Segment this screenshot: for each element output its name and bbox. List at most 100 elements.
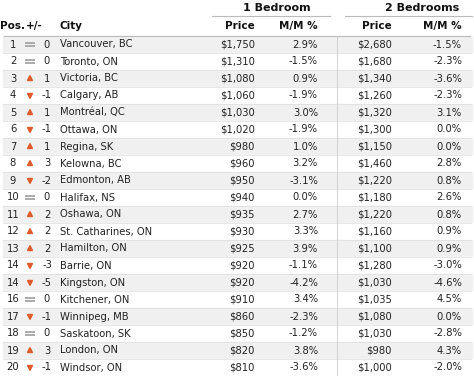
Text: 18: 18 (7, 329, 19, 338)
Text: 4.3%: 4.3% (437, 346, 462, 355)
Text: -3.1%: -3.1% (289, 176, 318, 185)
Text: 3: 3 (10, 73, 16, 83)
Text: M/M %: M/M % (423, 21, 462, 31)
Text: 14: 14 (7, 261, 19, 270)
Text: M/M %: M/M % (279, 21, 318, 31)
Text: 10: 10 (7, 193, 19, 203)
Text: Price: Price (225, 21, 255, 31)
Text: 3.2%: 3.2% (293, 159, 318, 168)
Polygon shape (27, 280, 33, 285)
Text: Kitchener, ON: Kitchener, ON (60, 294, 129, 305)
Text: St. Catharines, ON: St. Catharines, ON (60, 226, 152, 237)
Bar (3, 36, 472, 53)
Polygon shape (27, 179, 33, 183)
Text: Windsor, ON: Windsor, ON (60, 362, 122, 373)
Text: $1,340: $1,340 (357, 73, 392, 83)
Polygon shape (27, 314, 33, 320)
Text: 3.4%: 3.4% (293, 294, 318, 305)
Text: $1,035: $1,035 (357, 294, 392, 305)
Text: 0.0%: 0.0% (437, 141, 462, 152)
Text: -3.6%: -3.6% (433, 73, 462, 83)
Text: $1,300: $1,300 (357, 124, 392, 135)
Text: 0.0%: 0.0% (437, 124, 462, 135)
Text: 0.8%: 0.8% (437, 176, 462, 185)
Text: Ottawa, ON: Ottawa, ON (60, 124, 118, 135)
Text: $1,030: $1,030 (220, 108, 255, 117)
Text: 3.9%: 3.9% (293, 244, 318, 253)
Text: 16: 16 (7, 294, 19, 305)
Text: Kelowna, BC: Kelowna, BC (60, 159, 121, 168)
Text: 2.8%: 2.8% (437, 159, 462, 168)
Text: -1.9%: -1.9% (289, 91, 318, 100)
Text: $950: $950 (229, 176, 255, 185)
Bar (3, 121, 472, 138)
Text: 0: 0 (44, 329, 50, 338)
Bar (3, 308, 472, 325)
Text: 2.7%: 2.7% (292, 209, 318, 220)
Text: $1,320: $1,320 (357, 108, 392, 117)
Bar (3, 342, 472, 359)
Text: $1,150: $1,150 (357, 141, 392, 152)
Polygon shape (27, 144, 33, 149)
Text: Saskatoon, SK: Saskatoon, SK (60, 329, 131, 338)
Text: 1: 1 (10, 39, 16, 50)
Text: 2: 2 (44, 209, 50, 220)
Text: 6: 6 (10, 124, 16, 135)
Text: $2,680: $2,680 (357, 39, 392, 50)
Text: Hamilton, ON: Hamilton, ON (60, 244, 127, 253)
Text: $1,220: $1,220 (357, 209, 392, 220)
Bar (3, 53, 472, 70)
Text: Pos.: Pos. (0, 21, 26, 31)
Text: 9: 9 (10, 176, 16, 185)
Text: London, ON: London, ON (60, 346, 118, 355)
Text: $1,220: $1,220 (357, 176, 392, 185)
Text: $925: $925 (229, 244, 255, 253)
Text: $940: $940 (229, 193, 255, 203)
Text: -2.3%: -2.3% (289, 311, 318, 321)
Text: Montréal, QC: Montréal, QC (60, 108, 125, 117)
Text: Vancouver, BC: Vancouver, BC (60, 39, 133, 50)
Text: 3: 3 (44, 346, 50, 355)
Text: $1,000: $1,000 (357, 362, 392, 373)
Bar (3, 87, 472, 104)
Text: -3: -3 (42, 261, 52, 270)
Bar (3, 70, 472, 87)
Text: 0.9%: 0.9% (437, 226, 462, 237)
Text: $920: $920 (229, 261, 255, 270)
Bar (3, 104, 472, 121)
Polygon shape (27, 212, 33, 217)
Text: $1,310: $1,310 (220, 56, 255, 67)
Bar (3, 172, 472, 189)
Text: $860: $860 (229, 311, 255, 321)
Polygon shape (27, 229, 33, 233)
Text: $1,100: $1,100 (357, 244, 392, 253)
Text: $930: $930 (229, 226, 255, 237)
Text: -2.3%: -2.3% (433, 56, 462, 67)
Text: $1,080: $1,080 (357, 311, 392, 321)
Text: -1: -1 (42, 124, 52, 135)
Text: $910: $910 (229, 294, 255, 305)
Text: $935: $935 (229, 209, 255, 220)
Text: -4.6%: -4.6% (433, 277, 462, 288)
Text: 0.8%: 0.8% (437, 209, 462, 220)
Text: -2: -2 (42, 176, 52, 185)
Text: 3.3%: 3.3% (293, 226, 318, 237)
Text: 8: 8 (10, 159, 16, 168)
Text: -1: -1 (42, 91, 52, 100)
Text: 5: 5 (10, 108, 16, 117)
Polygon shape (27, 347, 33, 353)
Text: 0.9%: 0.9% (293, 73, 318, 83)
Text: Regina, SK: Regina, SK (60, 141, 113, 152)
Text: 2.6%: 2.6% (437, 193, 462, 203)
Text: -1: -1 (42, 362, 52, 373)
Text: 2.9%: 2.9% (292, 39, 318, 50)
Bar (3, 359, 472, 376)
Text: City: City (60, 21, 83, 31)
Text: Kingston, ON: Kingston, ON (60, 277, 125, 288)
Text: $1,160: $1,160 (357, 226, 392, 237)
Polygon shape (27, 264, 33, 268)
Bar (3, 257, 472, 274)
Text: $1,180: $1,180 (357, 193, 392, 203)
Text: -1.5%: -1.5% (433, 39, 462, 50)
Text: 1: 1 (44, 108, 50, 117)
